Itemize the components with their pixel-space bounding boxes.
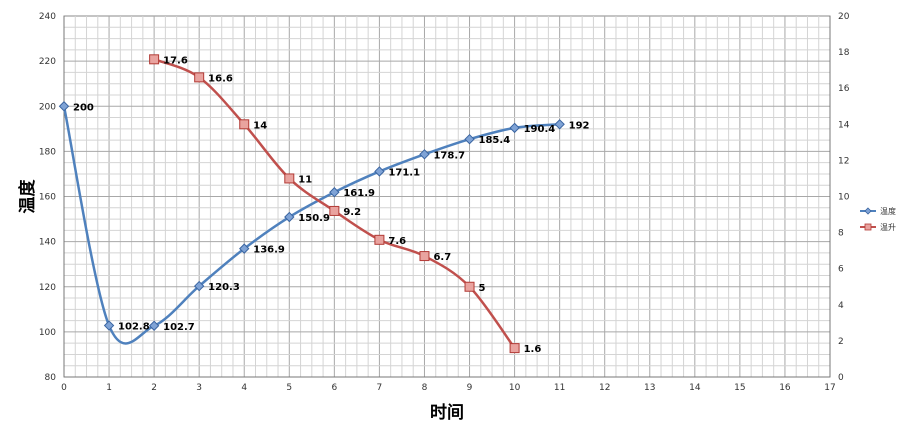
x-tick-label: 5	[286, 383, 292, 393]
left-tick-label: 80	[45, 373, 57, 383]
right-tick-label: 16	[838, 84, 850, 94]
data-point	[509, 122, 520, 134]
x-tick-label: 0	[61, 383, 67, 393]
data-point	[374, 234, 385, 245]
data-label: 136.9	[253, 245, 285, 256]
left-tick-label: 220	[39, 57, 56, 67]
left-tick-label: 160	[39, 193, 56, 203]
data-label: 9.2	[343, 207, 361, 218]
right-tick-label: 6	[838, 265, 844, 275]
left-tick-label: 100	[39, 328, 56, 338]
right-tick-label: 2	[838, 337, 844, 347]
left-tick-label: 140	[39, 238, 56, 248]
x-tick-label: 7	[377, 383, 383, 393]
left-tick-label: 240	[39, 12, 56, 22]
data-point	[193, 280, 205, 292]
right-tick-label: 0	[838, 373, 844, 383]
right-tick-label: 18	[838, 48, 850, 58]
x-axis-title: 时间	[430, 402, 464, 423]
data-point	[58, 101, 70, 112]
axes: 0 1 2 3 4 5 6 7 8 9 10 11 12 13 14 15 16 1780100120140160…	[17, 12, 850, 423]
data-label: 161.9	[343, 188, 375, 199]
data-label: 11	[298, 174, 312, 185]
data-point	[239, 243, 250, 254]
data-point	[284, 211, 295, 223]
data-point	[464, 281, 475, 292]
x-tick-label: 10	[509, 383, 521, 393]
data-label: 16.6	[208, 73, 233, 84]
data-point	[148, 320, 160, 331]
legend-marker	[864, 207, 872, 215]
x-tick-label: 3	[196, 383, 202, 393]
right-tick-label: 4	[838, 301, 844, 311]
data-label: 200	[73, 102, 94, 113]
x-tick-label: 17	[824, 383, 835, 393]
x-tick-label: 8	[422, 383, 428, 393]
data-label: 7.6	[388, 236, 406, 247]
y-axis-title: 温度	[17, 179, 38, 214]
data-label: 185.4	[479, 135, 511, 146]
legend-label: 温升	[880, 223, 896, 232]
x-tick-label: 15	[734, 383, 745, 393]
series-1	[58, 101, 565, 345]
data-point	[554, 119, 565, 130]
right-tick-label: 8	[838, 229, 844, 239]
legend-label: 温度	[880, 206, 896, 216]
data-point	[509, 343, 520, 354]
left-tick-label: 180	[39, 147, 56, 157]
x-tick-label: 14	[689, 383, 701, 393]
data-point	[194, 72, 205, 83]
data-point	[239, 119, 250, 130]
x-tick-label: 13	[644, 383, 655, 393]
legend-marker	[864, 223, 872, 231]
data-label: 178.7	[433, 150, 465, 161]
data-label: 192	[569, 120, 590, 131]
data-point	[464, 133, 475, 145]
data-label: 190.4	[524, 124, 556, 135]
x-tick-label: 2	[151, 383, 157, 393]
data-point	[149, 54, 160, 65]
x-tick-label: 4	[241, 383, 247, 393]
series	[58, 54, 565, 354]
data-label: 17.6	[163, 55, 188, 66]
x-tick-label: 11	[554, 383, 565, 393]
data-point	[419, 251, 430, 262]
series-2	[149, 54, 520, 354]
x-tick-label: 12	[599, 383, 610, 393]
data-label: 171.1	[388, 167, 420, 178]
data-label: 150.9	[298, 213, 330, 224]
data-point	[103, 320, 115, 331]
data-label: 102.7	[163, 322, 195, 333]
x-tick-label: 9	[467, 383, 473, 393]
data-point	[419, 149, 430, 160]
data-label: 14	[253, 120, 267, 131]
data-label: 120.3	[208, 282, 240, 293]
data-label: 5	[479, 283, 486, 294]
data-point	[329, 187, 340, 198]
right-tick-label: 12	[838, 156, 849, 166]
x-tick-label: 1	[106, 383, 112, 393]
right-tick-label: 20	[838, 12, 850, 22]
data-point	[329, 205, 340, 216]
right-tick-label: 10	[838, 193, 850, 203]
grid	[63, 15, 831, 378]
left-tick-label: 120	[39, 283, 56, 293]
data-point	[284, 173, 295, 184]
right-tick-label: 14	[838, 120, 850, 130]
data-point	[374, 166, 385, 177]
left-tick-label: 200	[39, 102, 56, 112]
x-tick-label: 16	[779, 383, 791, 393]
data-labels: 200 102.8 102.7 120.3 136.9 150.9 161.9 171.1 17…	[73, 55, 590, 355]
data-label: 1.6	[524, 344, 542, 355]
data-label: 6.7	[433, 252, 451, 263]
data-label: 102.8	[118, 322, 150, 333]
x-tick-label: 6	[331, 383, 337, 393]
